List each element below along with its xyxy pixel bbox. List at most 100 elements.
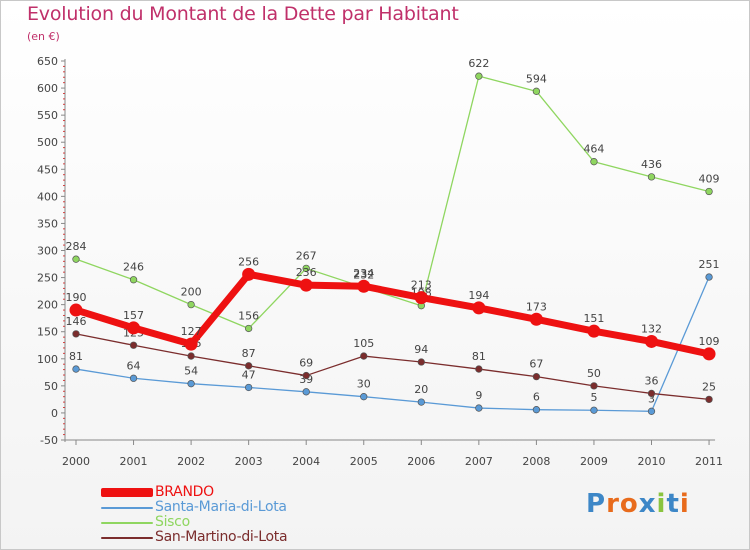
data-point-brando (127, 321, 141, 335)
data-point-sisco (72, 255, 80, 263)
chart-title: Evolution du Montant de la Dette par Hab… (27, 3, 459, 25)
y-tick-label: -50 (40, 434, 58, 447)
y-tick-label: 300 (37, 245, 58, 258)
data-point-santa-maria-di-lota (302, 388, 310, 396)
data-point-san-martino-di-lota (302, 371, 310, 380)
legend-label: BRANDO (155, 484, 214, 500)
data-label-sisco: 232 (353, 268, 374, 281)
logo-letter: i (656, 489, 667, 519)
data-label-san-martino-di-lota: 94 (414, 343, 428, 356)
data-label-sisco: 464 (583, 143, 604, 156)
legend-label: Sisco (155, 514, 190, 530)
data-label-santa-maria-di-lota: 20 (414, 383, 428, 396)
data-point-sisco (244, 324, 253, 333)
data-label-santa-maria-di-lota: 54 (184, 365, 198, 378)
y-tick-label: 200 (37, 299, 58, 312)
legend-swatch (101, 536, 153, 539)
data-label-brando: 236 (296, 266, 317, 279)
data-label-santa-maria-di-lota: 3 (648, 392, 655, 405)
data-point-brando (645, 334, 658, 348)
x-tick-label: 2003 (235, 455, 263, 468)
series-line-san-martino-di-lota (75, 333, 710, 401)
y-tick-label: 250 (37, 272, 58, 285)
y-tick-label: 400 (37, 190, 58, 203)
data-point-san-martino-di-lota (72, 330, 80, 338)
data-label-sisco: 267 (296, 249, 317, 262)
data-point-brando (472, 301, 486, 315)
legend-label: Santa-Maria-di-Lota (155, 499, 287, 515)
legend-label: San-Martino-di-Lota (155, 529, 288, 545)
data-label-sisco: 622 (468, 57, 489, 70)
data-point-santa-maria-di-lota (129, 374, 138, 382)
data-label-santa-maria-di-lota: 64 (127, 359, 141, 372)
data-label-san-martino-di-lota: 50 (587, 367, 601, 380)
data-label-san-martino-di-lota: 25 (702, 380, 716, 393)
y-tick-label: 650 (37, 55, 58, 68)
data-label-sisco: 594 (526, 72, 547, 85)
chart-legend: BRANDO Santa-Maria-di-Lota Sisco San-Martin… (101, 484, 288, 545)
y-tick-label: 450 (37, 163, 58, 176)
x-tick-label: 2000 (62, 455, 90, 468)
data-label-sisco: 156 (238, 309, 259, 322)
data-point-san-martino-di-lota (647, 389, 656, 398)
x-tick-label: 2005 (350, 455, 378, 468)
legend-item-santa-maria-di-lota: Santa-Maria-di-Lota (101, 499, 287, 515)
data-point-san-martino-di-lota (532, 373, 541, 381)
data-point-brando (702, 347, 716, 361)
x-tick-label: 2004 (292, 455, 320, 468)
data-point-brando (299, 278, 313, 292)
data-point-san-martino-di-lota (129, 341, 138, 349)
data-point-brando (529, 312, 543, 326)
data-point-san-martino-di-lota (475, 365, 483, 373)
series-line-brando (72, 270, 713, 358)
data-label-sisco: 246 (123, 261, 144, 274)
data-label-san-martino-di-lota: 105 (353, 337, 374, 350)
legend-swatch (101, 488, 153, 497)
data-point-san-martino-di-lota (705, 395, 713, 404)
logo-letter: t (666, 489, 680, 519)
y-tick-label: 0 (51, 407, 58, 420)
data-point-brando (184, 337, 198, 351)
data-point-santa-maria-di-lota (647, 407, 656, 415)
data-point-santa-maria-di-lota (532, 406, 541, 414)
data-point-santa-maria-di-lota (244, 383, 253, 392)
data-label-san-martino-di-lota: 87 (242, 347, 256, 360)
x-tick-label: 2011 (695, 455, 723, 468)
x-tick-label: 2002 (177, 455, 205, 468)
data-label-santa-maria-di-lota: 47 (242, 368, 256, 381)
data-label-brando: 127 (181, 325, 202, 338)
data-label-san-martino-di-lota: 146 (66, 315, 87, 328)
y-tick-label: 150 (37, 326, 58, 339)
legend-item-brando: BRANDO (101, 484, 214, 500)
data-point-sisco (705, 187, 713, 196)
data-label-santa-maria-di-lota: 81 (69, 350, 83, 363)
data-point-santa-maria-di-lota (475, 404, 483, 412)
data-point-brando (242, 267, 256, 281)
data-point-santa-maria-di-lota (360, 393, 368, 401)
data-point-brando (69, 303, 83, 317)
y-tick-label: 350 (37, 217, 58, 230)
x-tick-label: 2001 (120, 455, 148, 468)
y-tick-label: 600 (37, 82, 58, 95)
legend-swatch (101, 521, 153, 524)
data-point-santa-maria-di-lota (187, 380, 195, 388)
data-point-sisco (532, 87, 541, 95)
x-tick-label: 2006 (407, 455, 435, 468)
data-point-brando (414, 291, 428, 305)
data-point-sisco (475, 72, 483, 80)
data-label-sisco: 436 (641, 158, 662, 171)
x-tick-label: 2009 (580, 455, 608, 468)
data-label-santa-maria-di-lota: 251 (699, 258, 720, 271)
data-label-santa-maria-di-lota: 30 (357, 378, 371, 391)
data-label-sisco: 200 (181, 286, 202, 299)
logo-letter: o (619, 489, 639, 519)
data-point-sisco (302, 264, 310, 273)
data-label-brando: 194 (468, 289, 489, 302)
data-label-brando: 213 (411, 279, 432, 292)
y-tick-label: 100 (37, 353, 58, 366)
y-tick-label: 500 (37, 136, 58, 149)
data-label-santa-maria-di-lota: 5 (590, 391, 597, 404)
data-point-san-martino-di-lota (417, 358, 425, 366)
data-label-brando: 173 (526, 300, 547, 313)
